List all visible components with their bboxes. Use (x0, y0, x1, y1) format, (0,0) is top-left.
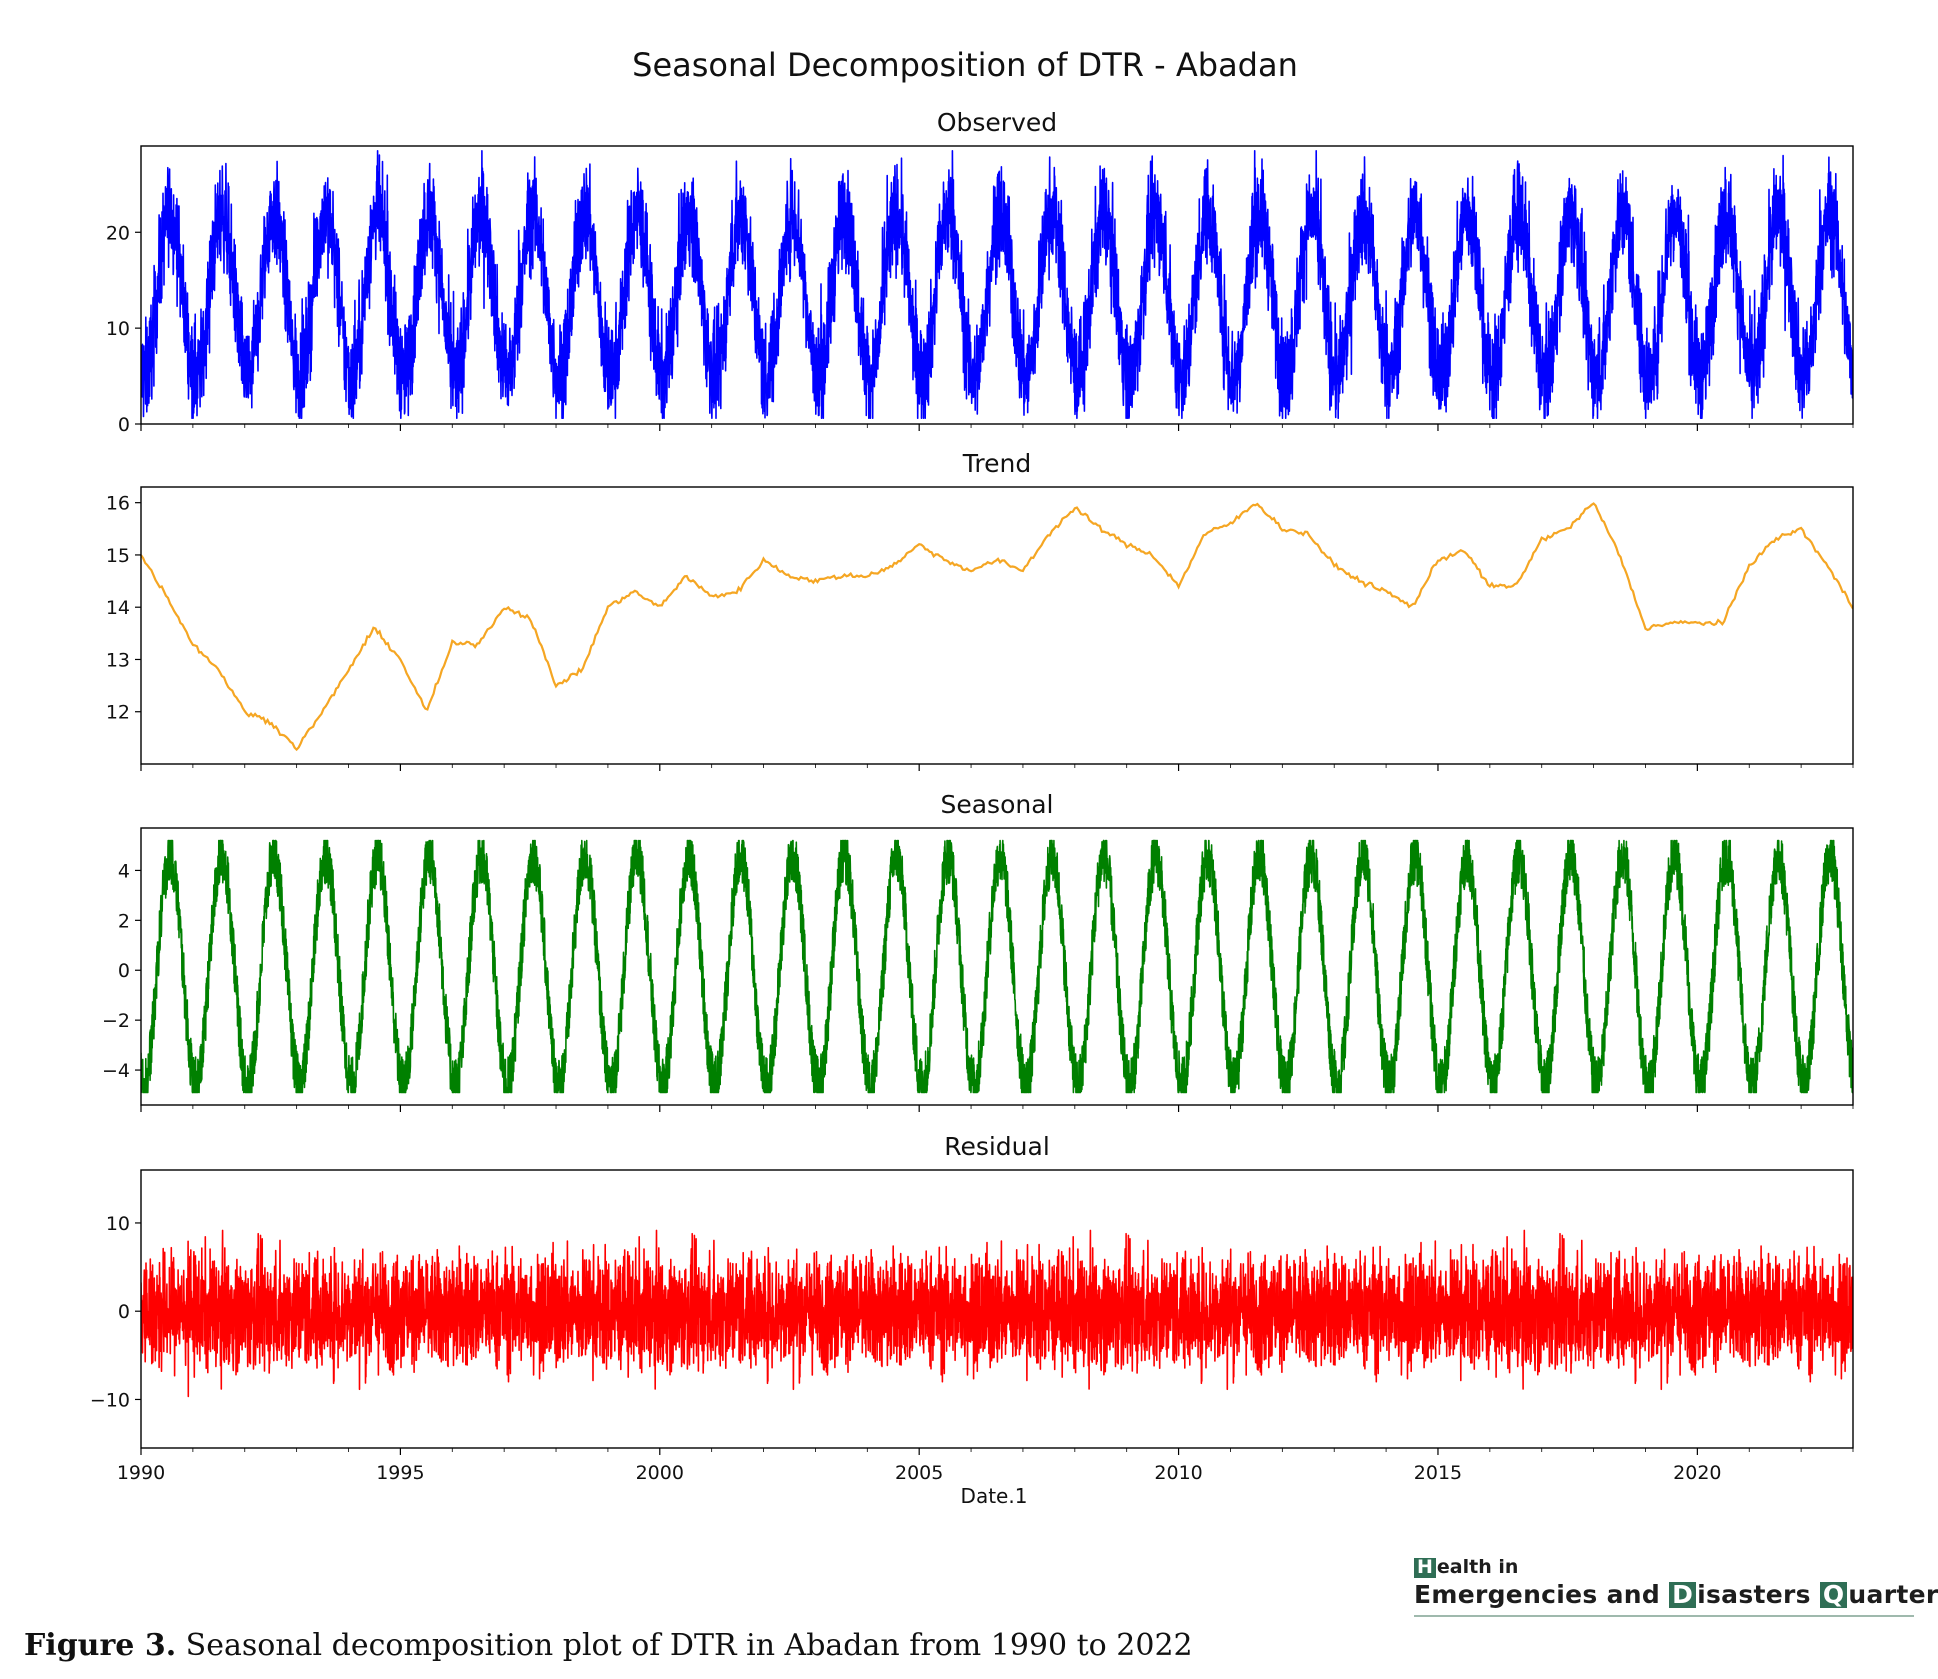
series-line-observed (141, 150, 1853, 419)
panel-title-trend: Trend (962, 449, 1031, 478)
logo-cap-q: Q (1819, 1581, 1848, 1609)
chart-title: Seasonal Decomposition of DTR - Abadan (632, 46, 1298, 84)
series-line-trend (141, 502, 1853, 752)
decomposition-chart: Seasonal Decomposition of DTR - Abadan O… (90, 46, 1854, 1508)
x-tick-label: 1995 (376, 1462, 424, 1484)
x-axis-label: Date.1 (961, 1484, 1028, 1508)
panel-frame-observed (140, 145, 1854, 425)
x-tick-label: 2020 (1673, 1462, 1721, 1484)
y-tick-label-seasonal: −2 (102, 1010, 130, 1032)
panel-title-observed: Observed (937, 108, 1057, 137)
panel-residual: Residual −10 0 10 1990 1995 2000 2005 2010 2015 20… (90, 1132, 1854, 1484)
figure-caption: Figure 3. Seasonal decomposition plot of… (24, 1628, 1193, 1663)
y-tick-label-seasonal: 4 (118, 860, 130, 882)
panels: Observed01020Trend1213141516Seasonal−4−2… (90, 108, 1854, 1484)
y-tick-label-trend: 15 (106, 545, 130, 567)
series-line-seasonal (141, 839, 1853, 1094)
y-tick-label-observed: 10 (106, 318, 130, 340)
panel-title-residual: Residual (944, 1132, 1050, 1161)
logo-line1-rest: ealth in (1436, 1556, 1519, 1578)
y-tick-label-observed: 20 (106, 222, 130, 244)
y-tick-label-seasonal: 2 (118, 910, 130, 932)
x-tick-label: 2015 (1414, 1462, 1462, 1484)
y-tick-label-seasonal: −4 (102, 1060, 130, 1082)
panel-frame-seasonal (140, 827, 1854, 1106)
y-tick-label-trend: 16 (106, 493, 130, 515)
y-tick-label-trend: 12 (106, 702, 130, 724)
y-tick-label-residual: −10 (90, 1389, 130, 1411)
logo-part2: isasters (1697, 1580, 1820, 1609)
caption-label: Figure 3. (24, 1628, 177, 1663)
x-tick-label: 1990 (117, 1462, 165, 1484)
panel-observed: Observed 0 10 20 (106, 108, 1854, 436)
y-tick-label-seasonal: 0 (118, 960, 130, 982)
y-tick-label-trend: 13 (106, 649, 130, 671)
x-tick-label: 2000 (636, 1462, 684, 1484)
y-tick-label-trend: 14 (106, 597, 130, 619)
x-tick-label: 2005 (895, 1462, 943, 1484)
y-tick-label-residual: 10 (106, 1213, 130, 1235)
y-tick-label-residual: 0 (118, 1301, 130, 1323)
series-line-residual (141, 1229, 1853, 1398)
logo-cap-h: H (1414, 1557, 1436, 1578)
x-tick-label: 2010 (1154, 1462, 1202, 1484)
logo-part3: uarterly (1848, 1580, 1938, 1609)
panel-frame-trend (140, 486, 1854, 765)
y-tick-label-observed: 0 (118, 414, 130, 436)
panel-title-seasonal: Seasonal (940, 790, 1053, 819)
caption-text: Seasonal decomposition plot of DTR in Ab… (176, 1628, 1193, 1663)
logo-cap-d: D (1669, 1581, 1697, 1609)
logo-part1: Emergencies and (1414, 1580, 1670, 1609)
logo-rule (1414, 1615, 1914, 1617)
panel-seasonal: Seasonal −4 −2 0 2 4 (102, 790, 1854, 1112)
panel-trend: Trend 12 13 14 15 16 (106, 449, 1854, 771)
panel-frame-residual (140, 1169, 1854, 1449)
